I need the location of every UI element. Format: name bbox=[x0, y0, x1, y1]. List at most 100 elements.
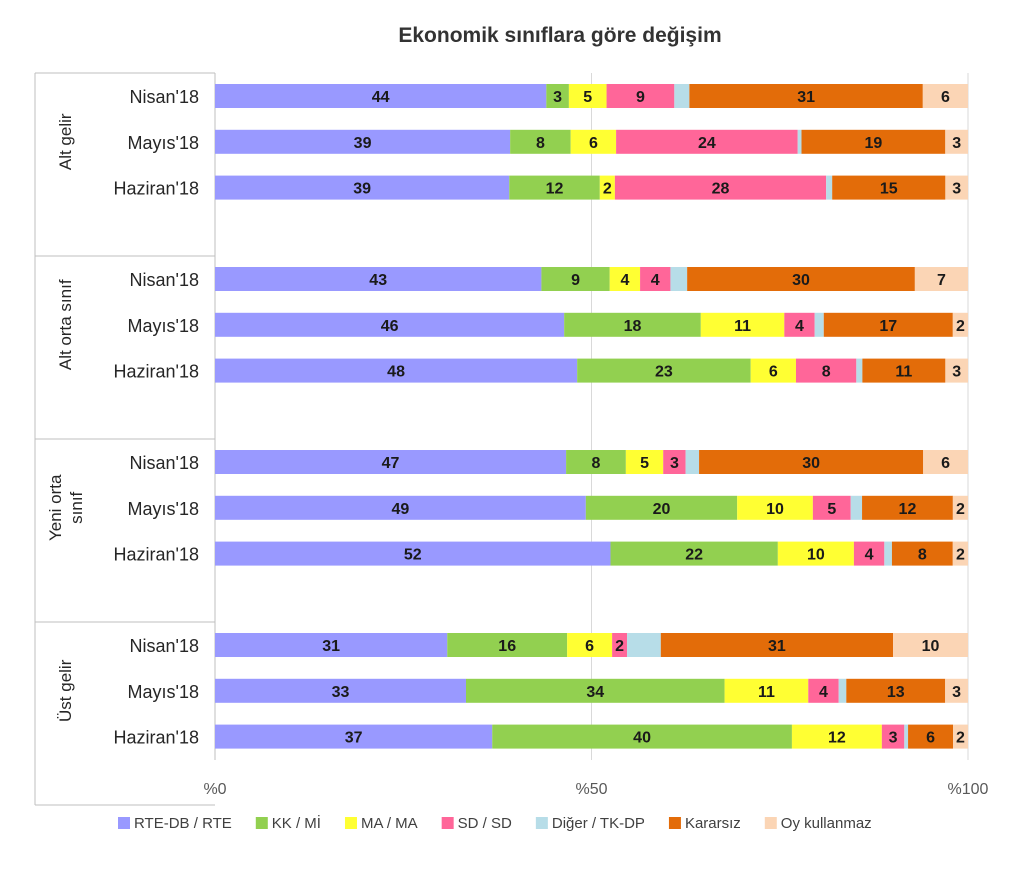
data-label: 23 bbox=[655, 364, 673, 381]
data-label: 44 bbox=[372, 89, 390, 106]
data-label: 15 bbox=[880, 181, 898, 198]
bar-segment bbox=[856, 358, 863, 383]
bar-segment bbox=[606, 84, 675, 108]
bar-segment bbox=[685, 450, 700, 474]
data-label: 37 bbox=[345, 730, 363, 747]
bar-segment bbox=[663, 450, 686, 474]
bar-segment bbox=[614, 175, 827, 200]
category-label: Nisan'18 bbox=[130, 270, 199, 290]
bar-segment bbox=[952, 495, 968, 520]
data-label: 31 bbox=[797, 89, 815, 106]
bar-segment bbox=[904, 724, 909, 749]
data-label: 12 bbox=[899, 501, 917, 518]
bar-segment bbox=[609, 267, 641, 291]
x-axis-ticks: %0 %50 %100 bbox=[203, 781, 988, 798]
data-label: 46 bbox=[381, 318, 399, 335]
data-label: 39 bbox=[354, 135, 372, 152]
group-label: Alt gelir bbox=[56, 113, 75, 170]
bar-segment bbox=[826, 175, 833, 200]
bar-segment bbox=[492, 724, 792, 749]
bar-segment bbox=[215, 312, 565, 337]
bar-segment bbox=[567, 633, 613, 657]
legend-label: KK / Mİ bbox=[272, 814, 321, 832]
data-label: 12 bbox=[828, 730, 846, 747]
bar-segment bbox=[610, 541, 778, 566]
data-label: 20 bbox=[653, 501, 671, 518]
bar-segment bbox=[215, 678, 466, 703]
legend-label: RTE-DB / RTE bbox=[134, 815, 232, 832]
data-label: 5 bbox=[583, 89, 592, 106]
data-label: 2 bbox=[615, 638, 624, 655]
bar-segment bbox=[564, 312, 701, 337]
bar-segment bbox=[922, 84, 968, 108]
bar-segment bbox=[893, 633, 968, 657]
category-label: Mayıs'18 bbox=[128, 316, 199, 336]
category-label: Mayıs'18 bbox=[128, 133, 199, 153]
bar-segment bbox=[510, 129, 571, 154]
bar-segment bbox=[832, 175, 946, 200]
bar-segment bbox=[814, 312, 824, 337]
bar-segment bbox=[215, 724, 493, 749]
data-label: 30 bbox=[802, 455, 820, 472]
data-label: 6 bbox=[585, 638, 594, 655]
bar-segment bbox=[599, 175, 615, 200]
bar-segment bbox=[215, 495, 586, 520]
bar-segment bbox=[660, 633, 894, 657]
data-label: 24 bbox=[698, 135, 716, 152]
bar-segment bbox=[797, 129, 802, 154]
bar-segment bbox=[945, 358, 968, 383]
data-label: 18 bbox=[624, 318, 642, 335]
data-label: 40 bbox=[633, 730, 651, 747]
bar-segment bbox=[846, 678, 946, 703]
group-label: Üst gelir bbox=[56, 659, 75, 722]
bar-segment bbox=[914, 267, 968, 291]
x-tick-label: %50 bbox=[575, 781, 607, 798]
data-label: 22 bbox=[685, 547, 703, 564]
bar-segment bbox=[541, 267, 610, 291]
data-label: 5 bbox=[640, 455, 649, 472]
group-label: Alt orta sınıf bbox=[56, 279, 75, 370]
bar-segment bbox=[674, 84, 690, 108]
legend-label: Oy kullanmaz bbox=[781, 815, 872, 832]
data-label: 7 bbox=[937, 272, 946, 289]
legend-swatch bbox=[441, 817, 454, 829]
data-label: 2 bbox=[956, 547, 965, 564]
data-label: 10 bbox=[922, 638, 940, 655]
bar-segment bbox=[687, 267, 915, 291]
bar-segment bbox=[801, 129, 946, 154]
data-label: 28 bbox=[712, 181, 730, 198]
bar-segment bbox=[945, 678, 968, 703]
bar-segment bbox=[808, 678, 839, 703]
data-label: 48 bbox=[387, 364, 405, 381]
data-label: 5 bbox=[827, 501, 836, 518]
bar-segment bbox=[795, 358, 857, 383]
data-label: 9 bbox=[636, 89, 645, 106]
data-label: 8 bbox=[918, 547, 927, 564]
data-label: 3 bbox=[952, 181, 961, 198]
legend-swatch bbox=[344, 817, 357, 829]
data-label: 6 bbox=[589, 135, 598, 152]
category-label: Mayıs'18 bbox=[128, 682, 199, 702]
legend-swatch bbox=[535, 817, 548, 829]
data-label: 8 bbox=[822, 364, 831, 381]
bar-segment bbox=[850, 495, 863, 520]
category-label: Nisan'18 bbox=[130, 636, 199, 656]
data-label: 3 bbox=[952, 364, 961, 381]
category-label: Haziran'18 bbox=[114, 179, 199, 199]
bar-segment bbox=[700, 312, 785, 337]
bar-segment bbox=[577, 358, 751, 383]
bar-segment bbox=[447, 633, 568, 657]
data-label: 11 bbox=[895, 364, 912, 381]
bar-segment bbox=[215, 358, 578, 383]
bar-segment bbox=[612, 633, 628, 657]
data-label: 3 bbox=[952, 684, 961, 701]
legend-label: Diğer / TK-DP bbox=[552, 815, 645, 832]
data-label: 31 bbox=[768, 638, 786, 655]
data-label: 8 bbox=[536, 135, 545, 152]
legend-label: Kararsız bbox=[685, 815, 741, 832]
bar-segment bbox=[952, 541, 968, 566]
data-label: 11 bbox=[758, 684, 775, 701]
data-label: 4 bbox=[651, 272, 660, 289]
bar-segment bbox=[640, 267, 671, 291]
